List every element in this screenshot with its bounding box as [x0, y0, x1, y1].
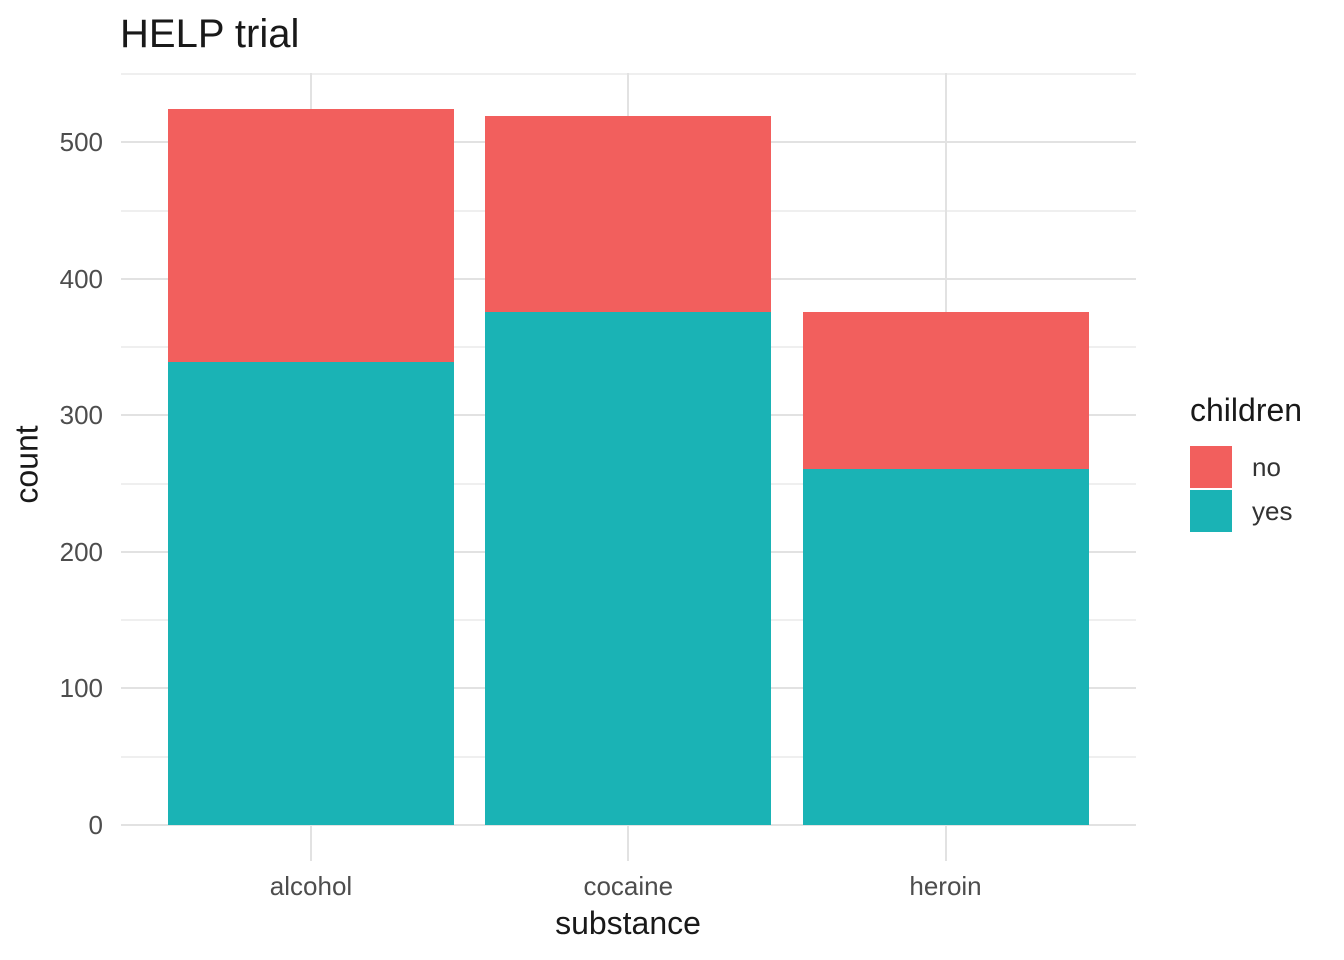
- y-tick-label-0: 0: [88, 810, 103, 840]
- chart-panel: [121, 72, 1136, 861]
- bar-segment-alcohol-yes: [168, 362, 454, 825]
- bar-segment-heroin-yes: [802, 468, 1089, 825]
- y-tick-label-300: 300: [59, 400, 103, 431]
- legend-entry-no: no: [1190, 446, 1302, 488]
- y-tick-label-400: 400: [59, 263, 103, 294]
- y-tick-label-500: 500: [59, 127, 103, 158]
- legend: children no yes: [1190, 392, 1302, 534]
- legend-title: children: [1190, 392, 1303, 428]
- x-tick-label-alcohol: alcohol: [269, 871, 353, 901]
- plot-title: HELP trial: [120, 12, 300, 56]
- y-tick-label-200: 200: [59, 536, 103, 567]
- legend-key-no: [1190, 446, 1232, 488]
- legend-label-no: no: [1252, 451, 1281, 482]
- bar-segment-heroin-no: [802, 311, 1089, 469]
- y-tick-label-100: 100: [59, 673, 103, 704]
- legend-body: no yes: [1190, 446, 1302, 532]
- x-axis-title: substance: [555, 905, 701, 941]
- bar-segment-cocaine-no: [485, 116, 772, 312]
- bar-segment-alcohol-no: [168, 109, 454, 363]
- legend-key-yes: [1190, 490, 1232, 532]
- legend-label-yes: yes: [1252, 495, 1293, 526]
- x-tick-label-cocaine: cocaine: [583, 871, 674, 901]
- x-tick-label-heroin: heroin: [909, 871, 982, 901]
- legend-entry-yes: yes: [1190, 490, 1302, 532]
- bar-segment-cocaine-yes: [485, 311, 772, 825]
